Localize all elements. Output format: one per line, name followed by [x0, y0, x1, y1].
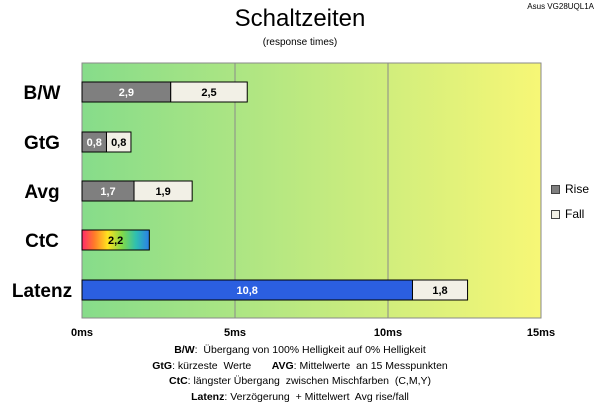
category-labels: B/W GtG Avg CtC Latenz — [12, 83, 72, 302]
note-gtg-key: GtG — [152, 359, 173, 372]
rise-swatch — [551, 185, 560, 194]
monitor-model-label: Asus VG28UQL1A — [527, 2, 594, 11]
chart-title: Schaltzeiten — [234, 5, 366, 32]
x-tick-label: 15ms — [527, 327, 555, 339]
x-tick-label: 5ms — [224, 327, 246, 339]
note-bw-text: : Übergang von 100% Helligkeit auf 0% He… — [194, 344, 426, 356]
category-label: CtC — [25, 231, 59, 252]
x-axis-ticks: 0ms 5ms 10ms 15ms — [71, 327, 555, 339]
bar-fall — [133, 180, 193, 202]
bar-rise-label: 10,8 — [237, 285, 258, 297]
note-latenz-key: Latenz — [191, 390, 225, 403]
explanation-notes: B/W: Übergang von 100% Helligkeit auf 0%… — [0, 343, 600, 405]
response-time-chart: 2,9 2,5 0,8 0,8 1,7 1,9 2,2 10,8 1,8 B/W GtG Avg Ct… — [12, 62, 555, 339]
category-label: Avg — [24, 182, 59, 203]
gridlines — [234, 63, 389, 318]
bar-fall — [411, 279, 469, 301]
note-ctc: CtC: längster Übergang zwischen Mischfar… — [0, 374, 600, 390]
chart-subtitle: (response times) — [262, 37, 338, 48]
bar-rise-label: 2,9 — [119, 87, 134, 99]
bar-fall — [170, 81, 248, 103]
bar-fall-label: 1,9 — [155, 186, 170, 198]
note-latenz: Latenz: Verzögerung + Mittelwert Avg ris… — [0, 390, 600, 406]
note-avg-key: AVG — [271, 359, 294, 372]
note-bw: B/W: Übergang von 100% Helligkeit auf 0%… — [0, 343, 600, 359]
category-label: Latenz — [12, 281, 72, 302]
category-label: GtG — [24, 133, 60, 154]
note-ctc-text: : längster Übergang zwischen Mischfarben… — [187, 375, 432, 387]
bar-rise-label: 0,8 — [87, 137, 102, 149]
bar-fall — [105, 131, 132, 153]
bar-rise-label: 1,7 — [100, 186, 115, 198]
legend-rise-label: Rise — [565, 182, 590, 196]
bar-fall-label: 2,5 — [201, 87, 216, 99]
bars: 2,9 2,5 0,8 0,8 1,7 1,9 2,2 10,8 1,8 — [81, 81, 469, 301]
legend-fall-label: Fall — [565, 207, 585, 221]
x-tick-label: 0ms — [71, 327, 93, 339]
bar-fall-label: 1,8 — [432, 285, 447, 297]
note-gtg-text: : kürzeste Werte — [172, 359, 272, 372]
bar-rise-label: 2,2 — [108, 235, 123, 247]
note-bw-key: B/W — [174, 344, 195, 356]
note-avg-text: : Mittelwerte an 15 Messpunkten — [293, 359, 448, 372]
bar-fall-label: 0,8 — [111, 137, 126, 149]
note-ctc-key: CtC — [168, 375, 188, 387]
note-latenz-text: : Verzögerung + Mittelwert Avg rise/fall — [224, 390, 409, 403]
note-gtg-avg: GtG: kürzeste Werte AVG: Mittelwerte an … — [0, 359, 600, 375]
bar-rise — [81, 229, 150, 251]
category-label: B/W — [24, 83, 61, 104]
fall-swatch — [551, 210, 560, 219]
x-tick-label: 10ms — [374, 327, 402, 339]
